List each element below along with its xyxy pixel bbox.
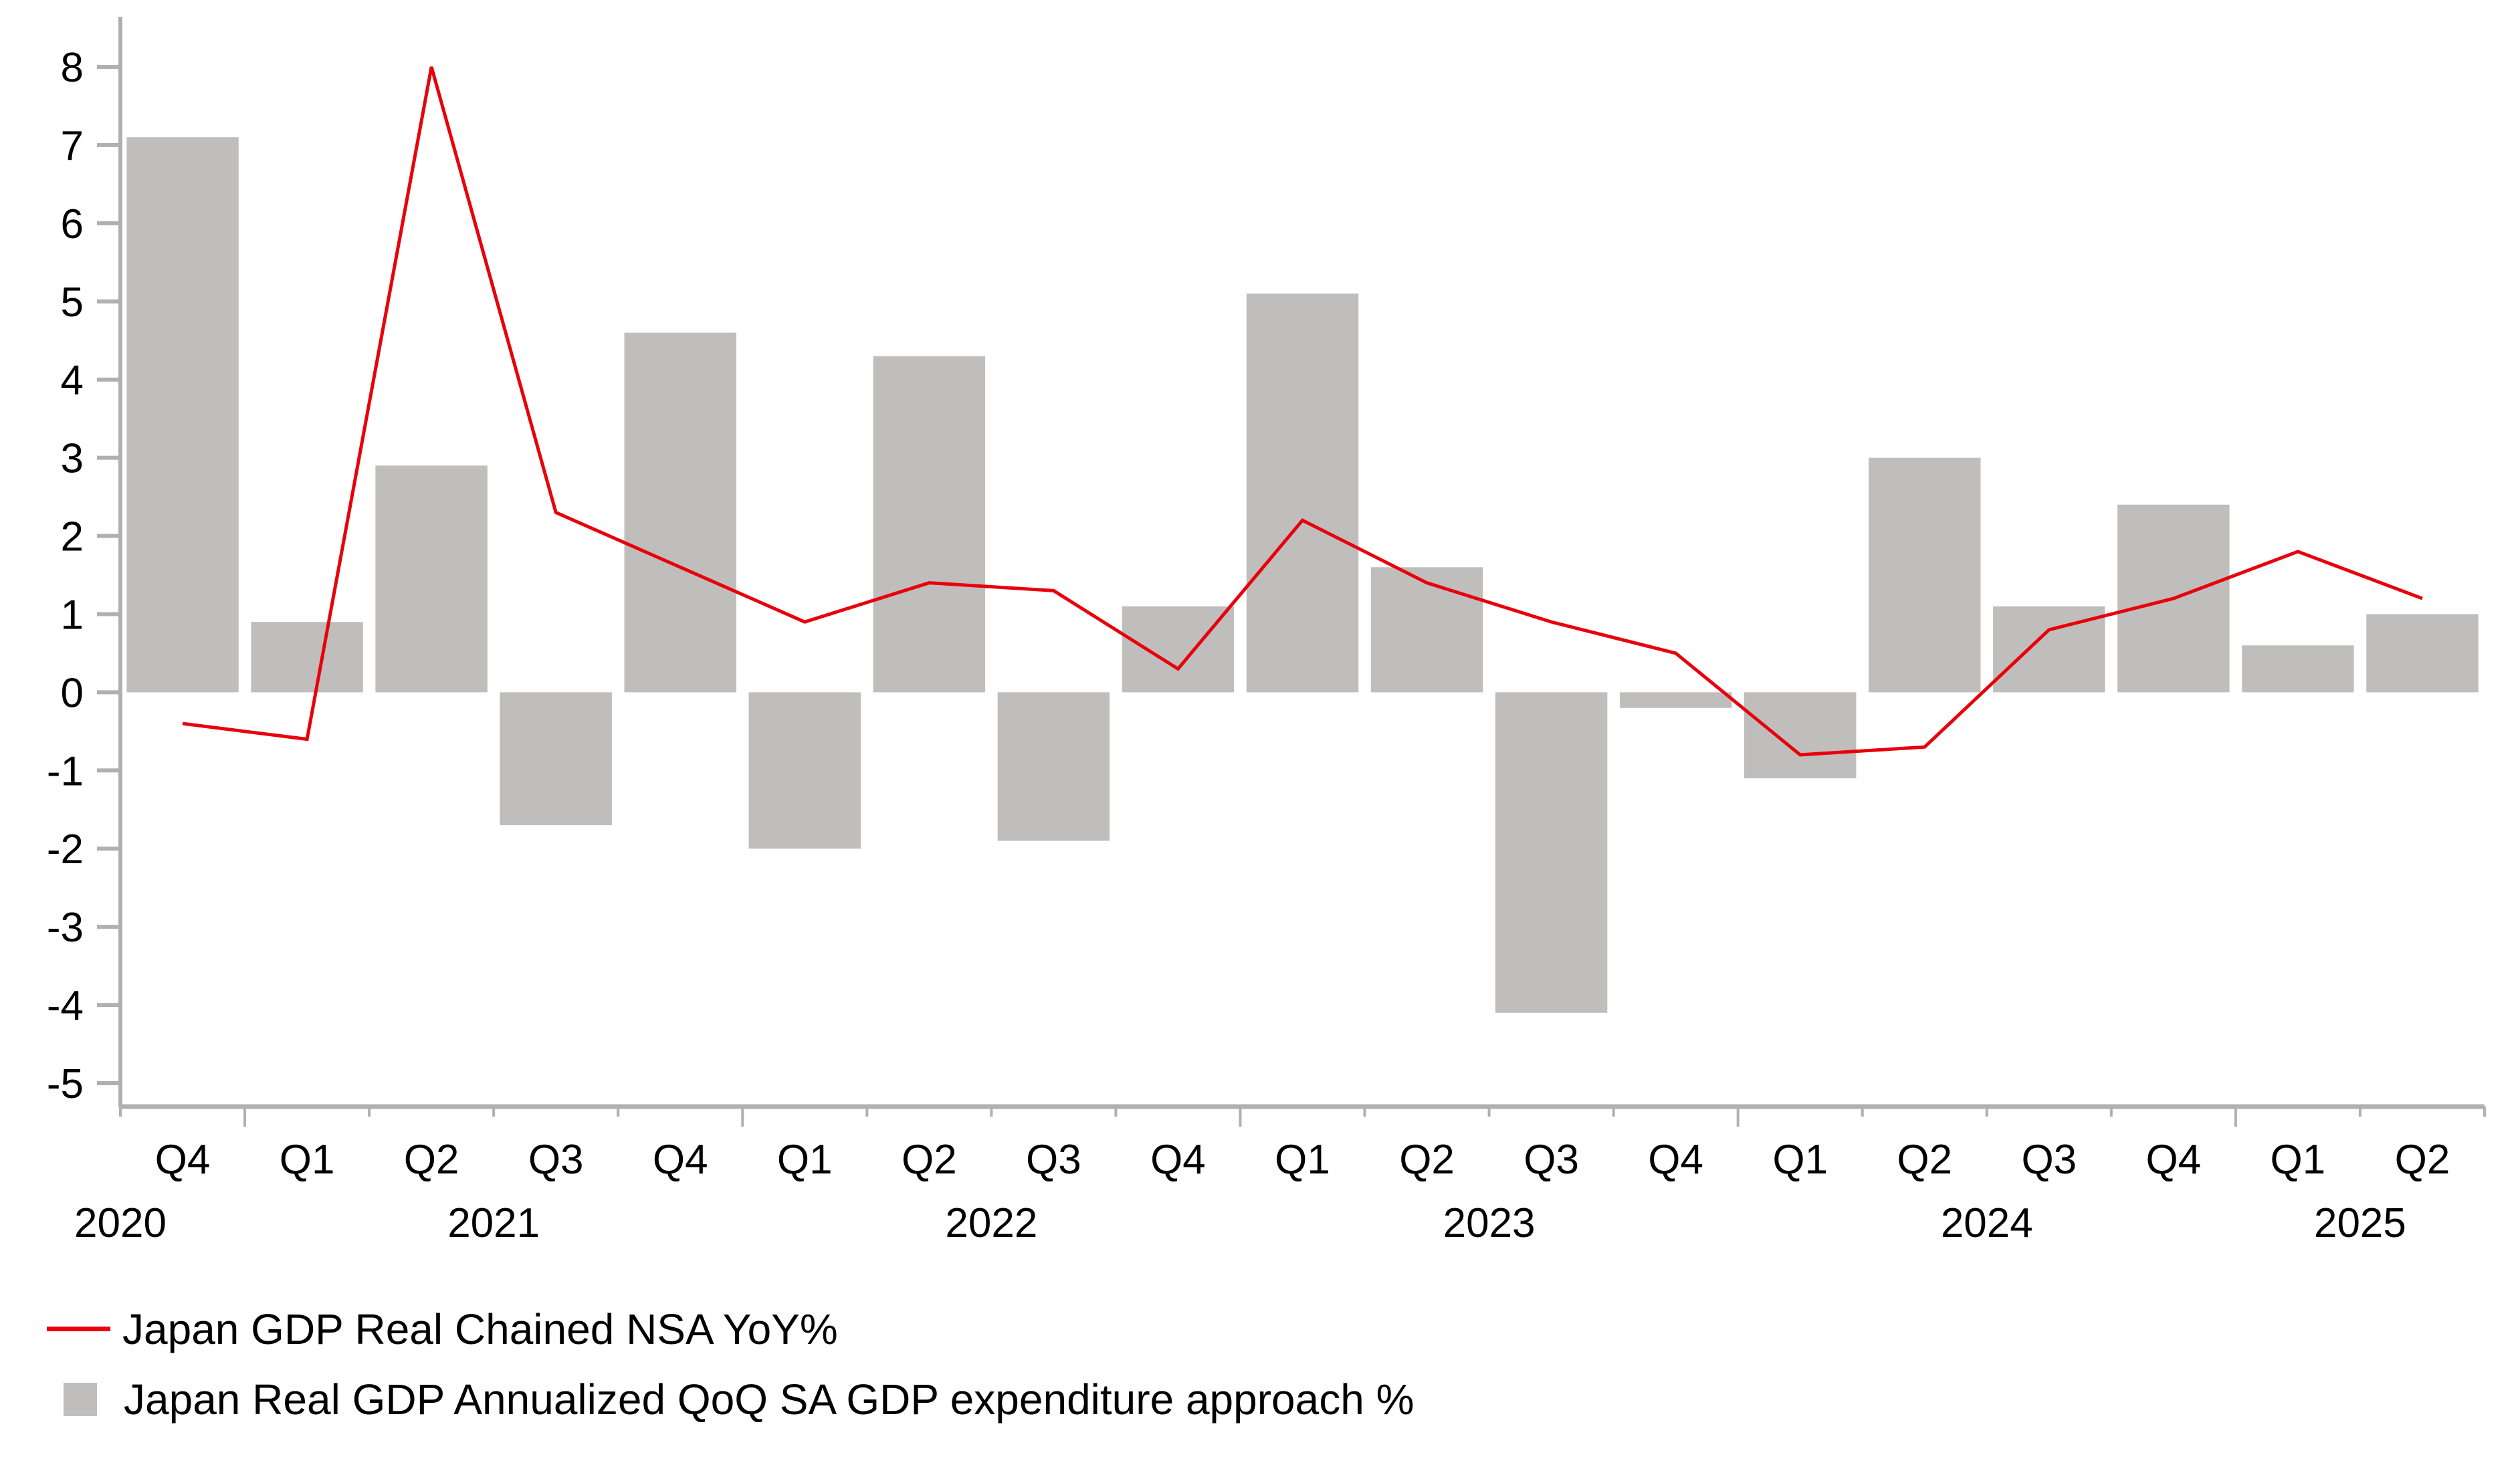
legend-bar-label: Japan Real GDP Annualized QoQ SA GDP exp… [124,1375,1414,1424]
legend-item-bar: Japan Real GDP Annualized QoQ SA GDP exp… [47,1364,1414,1434]
bar [126,137,239,693]
x-tick-label: Q2 [2395,1137,2450,1183]
x-tick-label: Q3 [2021,1137,2077,1183]
x-tick-label: Q4 [1150,1137,1206,1183]
y-tick-label: -4 [47,983,84,1029]
bar [624,332,736,693]
legend-line-label: Japan GDP Real Chained NSA YoY% [122,1305,838,1353]
y-tick-label: -2 [47,826,84,873]
bar [748,692,861,849]
x-year-label: 2024 [1941,1200,2033,1246]
x-tick-label: Q1 [280,1137,335,1183]
x-tick-label: Q4 [1648,1137,1703,1183]
x-tick-label: Q1 [777,1137,833,1183]
bar [1370,567,1483,693]
x-year-label: 2025 [2314,1200,2406,1246]
x-tick-label: Q3 [528,1137,584,1183]
bar [2366,614,2479,693]
y-tick-label: 4 [61,358,84,404]
bar [375,465,488,693]
x-tick-label: Q4 [2146,1137,2202,1183]
y-tick-label: -1 [47,748,84,794]
bar [1246,294,1359,693]
bar [251,622,363,693]
bar [500,692,612,826]
bar [2242,645,2354,693]
legend-bar-swatch [64,1382,97,1416]
x-tick-label: Q1 [2271,1137,2326,1183]
x-tick-label: Q2 [1399,1137,1455,1183]
legend-item-line: Japan GDP Real Chained NSA YoY% [47,1294,1414,1364]
bar [873,356,986,693]
legend-line-swatch [47,1327,110,1331]
y-tick-label: 6 [61,201,84,247]
bar [1619,692,1732,708]
line-series [182,66,2423,757]
x-year-label: 2021 [447,1200,540,1246]
y-tick-label: 3 [61,436,84,482]
x-tick-label: Q1 [1275,1137,1330,1183]
bar [1495,692,1608,1013]
x-year-label: 2023 [1443,1200,1536,1246]
bar [1122,606,1235,693]
y-tick-label: 8 [61,45,84,91]
x-year-label: 2020 [74,1200,167,1246]
y-tick-label: 1 [61,592,84,638]
x-year-label: 2022 [945,1200,1037,1246]
y-tick-label: 7 [61,123,84,169]
x-tick-label: Q1 [1772,1137,1828,1183]
y-tick-label: 0 [61,670,84,716]
x-tick-label: Q2 [404,1137,459,1183]
x-tick-label: Q3 [1524,1137,1579,1183]
bar [1869,457,1981,693]
x-tick-label: Q2 [902,1137,957,1183]
y-tick-label: 5 [61,279,84,326]
x-tick-label: Q2 [1897,1137,1952,1183]
y-tick-label: -3 [47,905,84,951]
y-tick-label: 2 [61,514,84,560]
chart: 8 7 6 5 4 3 2 1 0 -1 -2 -3 -4 -5 Q4 Q1 Q2 Q3 Q4 Q1 Q2 Q3 Q4 Q1 Q… [47,17,2486,1246]
x-tick-label: Q4 [155,1137,211,1183]
bar-series [126,137,2479,1013]
x-tick-label: Q4 [653,1137,708,1183]
axes [97,17,2486,1127]
bar [1744,692,1857,778]
bar [997,692,1110,841]
legend: Japan GDP Real Chained NSA YoY% Japan Re… [47,1294,1414,1434]
tick-labels: 8 7 6 5 4 3 2 1 0 -1 -2 -3 -4 -5 Q4 Q1 Q2 Q3 Q4 Q1 Q2 Q3 Q4 Q1 Q… [47,45,2450,1246]
y-tick-label: -5 [47,1061,84,1107]
x-tick-label: Q3 [1026,1137,1081,1183]
